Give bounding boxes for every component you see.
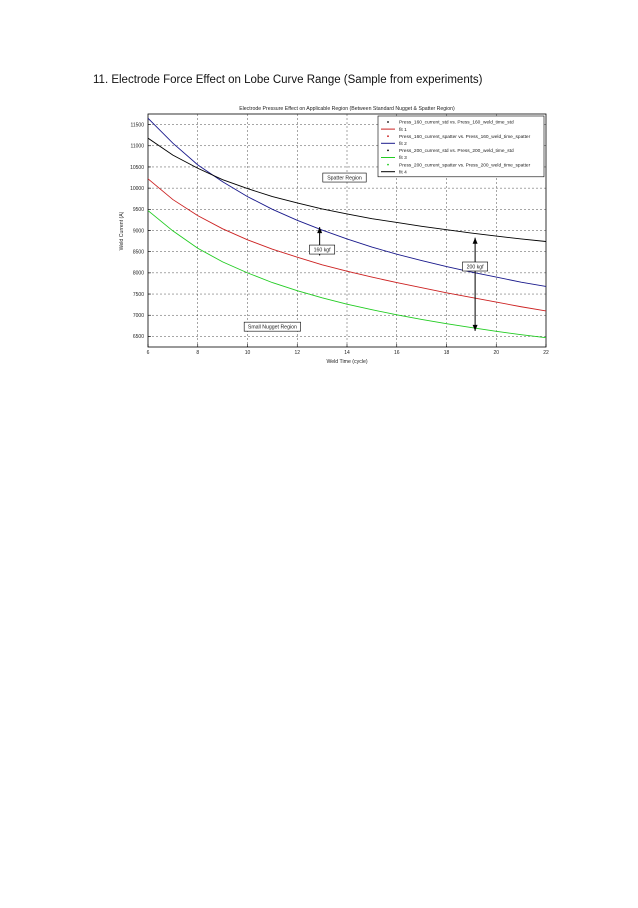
y-tick-label: 9000 (133, 228, 144, 234)
x-tick-label: 20 (493, 350, 499, 356)
annotation-box-1 (322, 172, 367, 183)
legend-label: Press_160_current_spatter vs. Press_160_… (399, 134, 531, 140)
y-tick-label: 10000 (130, 186, 144, 192)
tick-labels: 6 8 10 12 14 16 18 20 22 6500 7000 7500 8000 8500 9000… (130, 122, 549, 356)
legend-label: Press_200_current_spatter vs. Press_200_… (399, 162, 531, 168)
y-tick-label: 11000 (130, 144, 144, 150)
annotation-label-4: 200 kgf (467, 264, 485, 270)
y-tick-label: 11500 (130, 122, 144, 128)
legend-box (377, 115, 545, 178)
y-tick-label: 8500 (133, 249, 144, 255)
x-tick-label: 10 (245, 350, 251, 356)
legend-label: fit 1 (399, 127, 407, 133)
legend-label: fit 4 (399, 169, 407, 175)
series-line-3 (148, 210, 546, 339)
annotation-arrowhead-2 (472, 324, 478, 331)
y-tick-label: 7000 (133, 313, 144, 319)
x-tick-label: 12 (294, 350, 300, 356)
x-tick-label: 14 (344, 350, 350, 356)
legend-label: fit 3 (399, 155, 407, 161)
legend-marker-swatch (387, 135, 389, 138)
y-tick-label: 10500 (130, 165, 144, 171)
y-tick-label: 9500 (133, 207, 144, 213)
legend-marker-swatch (387, 149, 389, 152)
legend-marker-swatch (387, 121, 389, 123)
x-tick-label: 16 (394, 350, 400, 356)
legend-label: fit 2 (399, 141, 407, 147)
y-tick-label: 8000 (133, 271, 144, 277)
annotation-box-4 (462, 261, 489, 272)
legend: Press_160_current_std vs. Press_160_weld… (377, 115, 545, 178)
annotation-arrowhead-1 (317, 227, 323, 234)
x-tick-label: 22 (543, 350, 549, 356)
x-tick-label: 8 (196, 350, 199, 356)
annotation-label-2: Small Nugget Region (248, 324, 297, 330)
annotation-box-3 (309, 244, 336, 255)
legend-marker-swatch (387, 163, 389, 166)
page-heading: 11. Electrode Force Effect on Lobe Curve… (93, 74, 483, 86)
x-tick-label: 6 (147, 350, 150, 356)
series-line-4 (148, 137, 546, 242)
grid-lines (147, 114, 547, 347)
series-line-1 (148, 178, 546, 312)
chart-title: Electrode Pressure Effect on Applicable … (239, 106, 455, 112)
x-tick-label: 18 (444, 350, 450, 356)
annotation-arrowhead-2 (472, 237, 478, 244)
annotation-label-1: Spatter Region (327, 175, 362, 181)
annotations: Spatter Region Small Nugget Region 160 kgf… (243, 172, 489, 332)
y-tick-label: 7500 (133, 292, 144, 298)
series-lines (148, 117, 546, 339)
y-axis-label: Weld Current (A) (119, 211, 125, 250)
legend-label: Press_160_current_std vs. Press_160_weld… (399, 120, 514, 126)
annotation-label-3: 160 kgf (314, 247, 332, 253)
y-tick-label: 6500 (133, 334, 144, 340)
legend-label: Press_200_current_std vs. Press_200_weld… (399, 148, 514, 154)
x-axis-label: Weld Time (cycle) (326, 359, 367, 365)
annotation-box-2 (243, 321, 301, 332)
